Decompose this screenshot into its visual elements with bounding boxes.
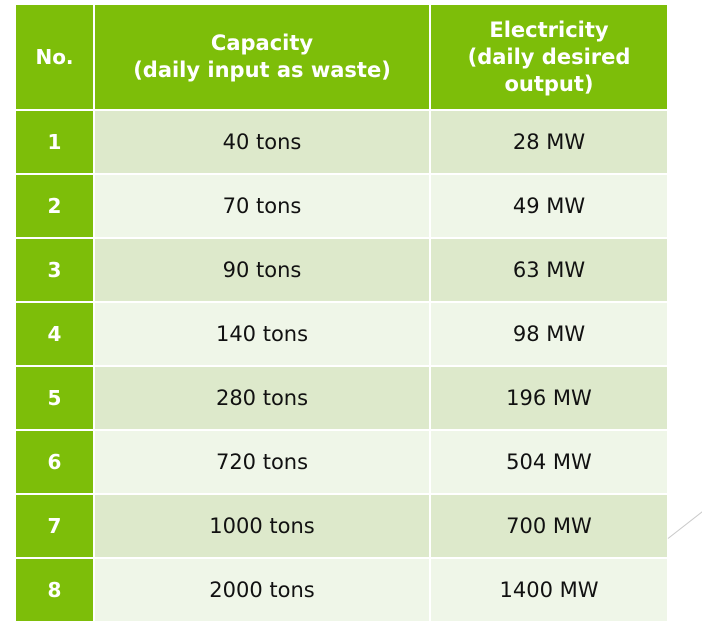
header-electricity: Electricity (daily desired output)	[429, 3, 669, 111]
decorative-line	[667, 501, 702, 539]
row-number-cell: 4	[14, 301, 95, 367]
row-number-cell: 5	[14, 365, 95, 431]
capacity-cell: 140 tons	[93, 301, 431, 367]
electricity-cell: 196 MW	[429, 365, 669, 431]
table-row: 7 1000 tons 700 MW	[14, 493, 669, 559]
capacity-cell: 1000 tons	[93, 493, 431, 559]
header-capacity-subtitle: (daily input as waste)	[133, 58, 391, 82]
capacity-cell: 40 tons	[93, 109, 431, 175]
electricity-cell: 49 MW	[429, 173, 669, 239]
header-electricity-title: Electricity	[489, 17, 609, 42]
capacity-electricity-table: No. Capacity (daily input as waste) Elec…	[14, 3, 669, 623]
electricity-cell: 700 MW	[429, 493, 669, 559]
header-electricity-subtitle-1: (daily desired	[467, 44, 631, 69]
table-row: 1 40 tons 28 MW	[14, 109, 669, 175]
electricity-cell: 63 MW	[429, 237, 669, 303]
electricity-cell: 1400 MW	[429, 557, 669, 623]
row-number-cell: 1	[14, 109, 95, 175]
header-electricity-subtitle-2: output)	[504, 71, 594, 96]
row-number-cell: 7	[14, 493, 95, 559]
table-body: 1 40 tons 28 MW 2 70 tons 49 MW 3 90 ton…	[14, 109, 669, 623]
capacity-cell: 90 tons	[93, 237, 431, 303]
capacity-cell: 2000 tons	[93, 557, 431, 623]
header-no: No.	[14, 3, 95, 111]
table-row: 2 70 tons 49 MW	[14, 173, 669, 239]
header-capacity: Capacity (daily input as waste)	[93, 3, 431, 111]
header-row: No. Capacity (daily input as waste) Elec…	[14, 3, 669, 111]
table-header: No. Capacity (daily input as waste) Elec…	[14, 3, 669, 111]
electricity-cell: 98 MW	[429, 301, 669, 367]
electricity-cell: 28 MW	[429, 109, 669, 175]
capacity-cell: 70 tons	[93, 173, 431, 239]
capacity-cell: 280 tons	[93, 365, 431, 431]
table-row: 8 2000 tons 1400 MW	[14, 557, 669, 623]
table-row: 6 720 tons 504 MW	[14, 429, 669, 495]
row-number-cell: 8	[14, 557, 95, 623]
table-row: 3 90 tons 63 MW	[14, 237, 669, 303]
electricity-cell: 504 MW	[429, 429, 669, 495]
table-row: 4 140 tons 98 MW	[14, 301, 669, 367]
row-number-cell: 3	[14, 237, 95, 303]
header-capacity-title: Capacity	[210, 31, 314, 55]
table-row: 5 280 tons 196 MW	[14, 365, 669, 431]
capacity-cell: 720 tons	[93, 429, 431, 495]
row-number-cell: 6	[14, 429, 95, 495]
row-number-cell: 2	[14, 173, 95, 239]
